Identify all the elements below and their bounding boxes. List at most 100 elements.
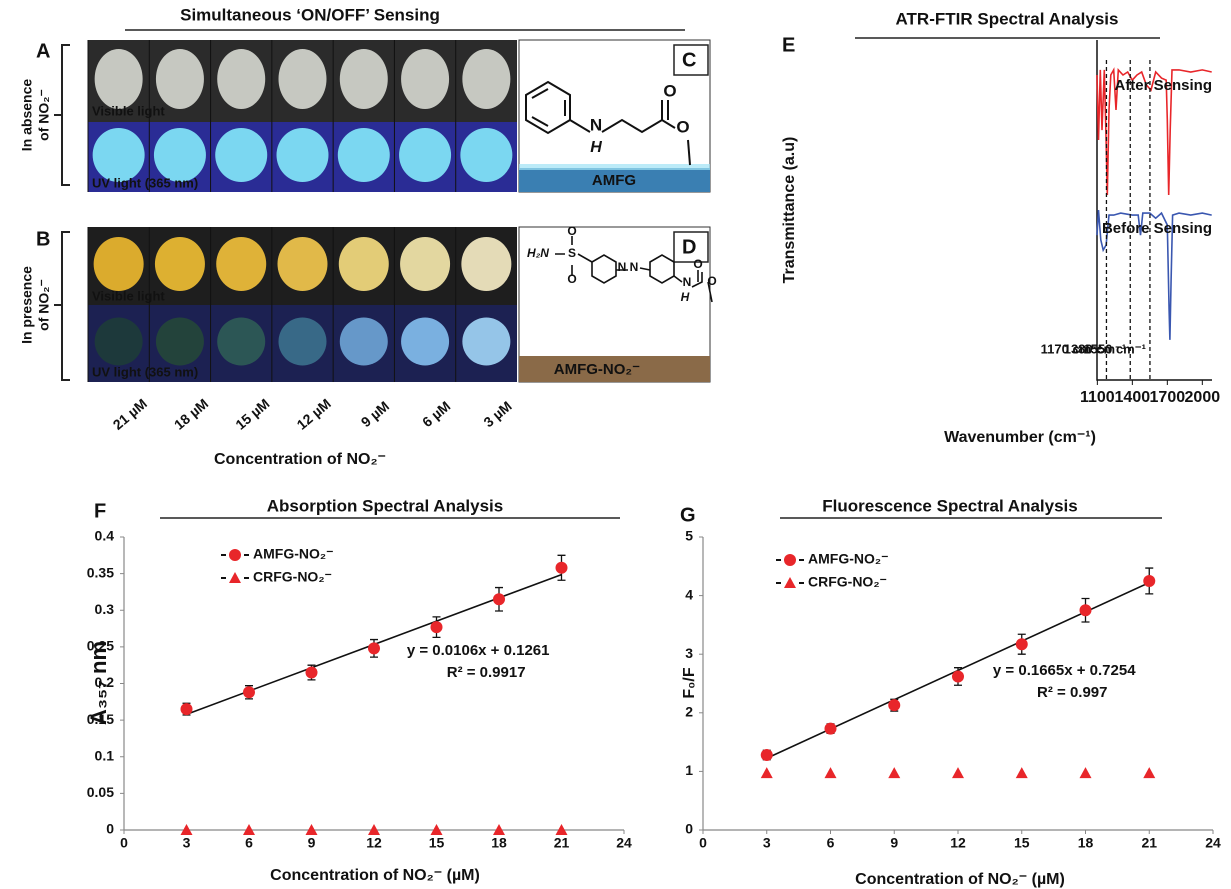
pellet [462,49,511,109]
atom: N [590,115,602,134]
amfg-no2-strip [519,356,710,382]
pellet [154,237,205,291]
point [1015,638,1028,651]
point [1079,604,1092,617]
x-axis-label: Wavenumber (cm⁻¹) [944,429,1096,446]
point [368,642,380,655]
pellet [400,237,451,291]
row-label: In presence [19,266,35,344]
trend-equation: y = 0.0106x + 0.1261 [407,642,550,659]
x-tick-label: 2000 [1185,389,1221,406]
x-tick-label: 1100 [1080,389,1115,406]
atom: S [568,246,576,260]
x-tick-label: 1700 [1150,389,1186,406]
x-tick-label: 21 [1141,835,1157,851]
legend-label: AMFG-NO₂⁻ [253,546,334,562]
structure-d-bonds [555,236,713,303]
legend-symbol [229,572,241,583]
panel-letter: F [94,500,106,522]
panel-letter: G [680,504,696,526]
pellet [399,128,452,182]
pellet [217,49,266,109]
atom: O [693,257,702,271]
letter-box [673,44,709,76]
pellet [460,128,513,182]
pellet [338,237,389,291]
x-tick-label: 18 [1078,835,1094,851]
atom: H [590,139,602,156]
panel-title: Simultaneous ‘ON/OFF’ Sensing [180,5,440,24]
point [368,824,380,835]
panel-letter: D [682,236,696,258]
x-tick-label: 3 [183,835,191,851]
x-tick-label: 12 [366,835,382,851]
structure-name: AMFG [592,172,636,189]
marker-label: 1550 cm⁻¹ [1083,341,1146,356]
y-tick-label: 4 [685,586,693,602]
point [760,748,773,761]
point [493,824,505,835]
point [305,824,318,835]
y-axis-label: Transmittance (a.u) [781,137,798,284]
x-axis-label: Concentration of NO₂⁻ (µM) [270,867,480,884]
chart-title: ATR-FTIR Spectral Analysis [896,9,1119,28]
x-tick-label: 0 [120,835,128,851]
pellet [92,128,145,182]
panel-letter: A [36,40,50,62]
letter-box [673,231,709,263]
amfg-strip [519,168,710,192]
pellet [278,317,327,366]
pellet [462,317,511,366]
y-tick-label: 0.4 [95,528,115,544]
pellet [337,128,390,182]
x-tick-label: 3 [763,835,771,851]
pellet [217,317,266,366]
pellet [461,237,512,291]
x-tick-label: 18 [491,835,507,851]
x-tick-label: 21 [554,835,570,851]
pellet [155,49,204,109]
point [555,561,568,574]
pellet [215,128,268,182]
y-axis-label: F₀/F [681,667,698,698]
point [1143,574,1156,587]
y-tick-label: 5 [685,528,693,544]
pellet [94,49,143,109]
legend-symbol [229,549,241,561]
amfg-glow [519,164,710,170]
point [952,767,964,779]
trend-equation: y = 0.1665x + 0.7254 [993,662,1136,679]
point [430,824,443,835]
pellet [93,237,144,291]
pellet [216,237,267,291]
pellet [278,49,327,109]
row-label: of NO₂⁻ [36,279,52,331]
legend-symbol [784,554,796,566]
spectrum [1096,67,1212,196]
point [888,767,901,779]
legend-label: CRFG-NO₂⁻ [253,569,332,585]
atom: N [630,260,639,274]
panel-letter: C [682,49,696,71]
light-label: Visible light [92,288,165,303]
point [243,686,255,699]
pellet [277,237,328,291]
atom: N [683,275,692,289]
x-tick-label: 6 [245,835,253,851]
y-tick-label: 0 [685,821,693,837]
point [1143,767,1156,779]
atom: O [707,274,716,288]
point [1079,767,1092,779]
row-label: of NO₂⁻ [36,89,52,141]
light-label: UV light (365 nm) [92,364,198,379]
bracket [54,44,70,186]
spectrum [1096,209,1212,340]
row-label: In absence [19,79,35,152]
point [493,593,505,606]
y-tick-label: 3 [685,645,693,661]
point [430,621,443,634]
pellet [339,49,388,109]
chart-title: Fluorescence Spectral Analysis [822,496,1077,515]
x-tick-label: 15 [1014,835,1030,851]
